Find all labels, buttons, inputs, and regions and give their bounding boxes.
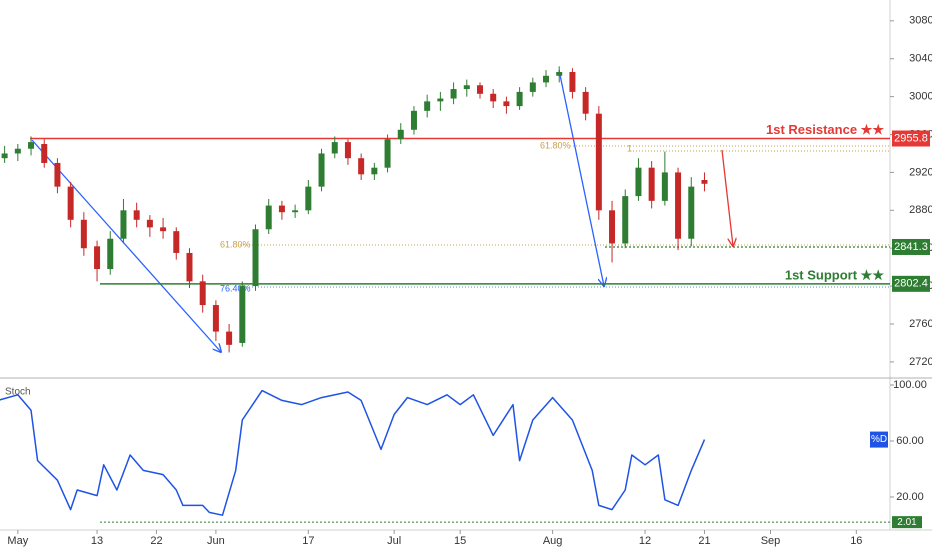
price-tag: [892, 130, 930, 147]
candle-body: [67, 186, 74, 220]
candle-body: [503, 101, 510, 107]
indicator-label: Stoch: [5, 387, 31, 398]
fib-label: 1: [627, 143, 632, 153]
candle-body: [688, 186, 695, 239]
candle-body: [410, 110, 417, 130]
candle-body: [212, 305, 219, 332]
candle-body: [252, 229, 259, 287]
fib-label: 61.80%: [540, 140, 571, 150]
x-tick-label: May: [7, 535, 28, 547]
candle-body: [582, 91, 589, 114]
candle-body: [437, 98, 444, 102]
trend-arrow: [31, 139, 221, 352]
candle-body: [160, 227, 167, 232]
y-tick-label: 3080.0: [909, 15, 932, 27]
candle-body: [14, 148, 21, 154]
candle-body: [450, 89, 457, 99]
x-tick-label: 15: [454, 535, 466, 547]
candle-body: [278, 205, 285, 213]
candle-body: [199, 281, 206, 306]
level-label: 1st Resistance ★★: [766, 122, 884, 137]
candle-body: [675, 172, 682, 239]
candle-body: [94, 246, 101, 270]
price-tag: [892, 238, 930, 255]
candle-body: [331, 142, 338, 154]
candle-body: [490, 93, 497, 102]
y-tick-label: 100.00: [893, 379, 927, 391]
y-tick-label: 2880.0: [909, 204, 932, 216]
price-tag-label: 2955.8: [894, 132, 928, 144]
x-tick-label: Aug: [543, 535, 563, 547]
candle-body: [305, 186, 312, 211]
candle-body: [476, 85, 483, 94]
candle-body: [384, 139, 391, 168]
x-tick-label: 12: [639, 535, 651, 547]
fib-label: 76.40%: [220, 283, 251, 293]
trend-arrow: [558, 69, 604, 286]
candle-body: [226, 331, 233, 345]
value-tag-label: 2.01: [897, 517, 917, 528]
projection-arrow: [721, 149, 733, 246]
candle-body: [397, 129, 404, 140]
candle-body: [41, 144, 48, 163]
candle-body: [424, 101, 431, 111]
y-tick-label: 2720.0: [909, 356, 932, 368]
candle-body: [133, 210, 140, 220]
y-tick-label: 60.00: [896, 435, 924, 447]
x-tick-label: 22: [150, 535, 162, 547]
candle-body: [120, 210, 127, 239]
candle-body: [661, 172, 668, 201]
x-tick-label: 13: [91, 535, 103, 547]
candle-body: [701, 180, 708, 184]
price-tag-label: 2802.4: [894, 278, 928, 290]
y-tick-label: 2760.0: [909, 318, 932, 330]
stoch-line: [0, 389, 706, 516]
price-tag-label: 2841.3: [894, 241, 928, 253]
value-tag: [892, 516, 922, 529]
price-tag: [892, 275, 930, 292]
candle-body: [543, 75, 550, 83]
candle-body: [569, 72, 576, 92]
candle-body: [28, 142, 35, 149]
x-tick-label: Jul: [387, 535, 401, 547]
y-tick-label: 2920.0: [909, 166, 932, 178]
candle-body: [146, 219, 153, 228]
candle-body: [292, 210, 299, 213]
candle-body: [609, 210, 616, 244]
y-tick-label: 3000.0: [909, 91, 932, 103]
x-tick-label: 17: [302, 535, 314, 547]
x-tick-label: 16: [850, 535, 862, 547]
candle-body: [635, 167, 642, 197]
candle-body: [107, 238, 114, 270]
fib-label: 61.80%: [220, 239, 251, 249]
candle-body: [186, 252, 193, 282]
candle-body: [358, 158, 365, 175]
candle-body: [648, 167, 655, 201]
candle-body: [344, 142, 351, 159]
y-tick-label: 3040.0: [909, 53, 932, 65]
candle-body: [516, 91, 523, 107]
candle-body: [239, 286, 246, 343]
candle-body: [173, 231, 180, 253]
candle-body: [529, 82, 536, 92]
candle-body: [463, 85, 470, 90]
y-tick-label: 20.00: [896, 491, 924, 503]
x-tick-label: Sep: [761, 535, 781, 547]
series-tag: [870, 431, 888, 448]
candle-body: [371, 167, 378, 175]
candle-body: [80, 219, 87, 249]
candle-body: [265, 205, 272, 230]
candle-body: [54, 162, 61, 187]
candle-body: [1, 153, 8, 159]
x-tick-label: 21: [698, 535, 710, 547]
candle-body: [318, 153, 325, 187]
candle-body: [595, 113, 602, 211]
candle-body: [622, 196, 629, 244]
series-tag-label: %D: [871, 434, 887, 445]
candle-body: [556, 72, 563, 76]
level-label: 1st Support ★★: [785, 267, 884, 282]
x-tick-label: Jun: [207, 535, 225, 547]
